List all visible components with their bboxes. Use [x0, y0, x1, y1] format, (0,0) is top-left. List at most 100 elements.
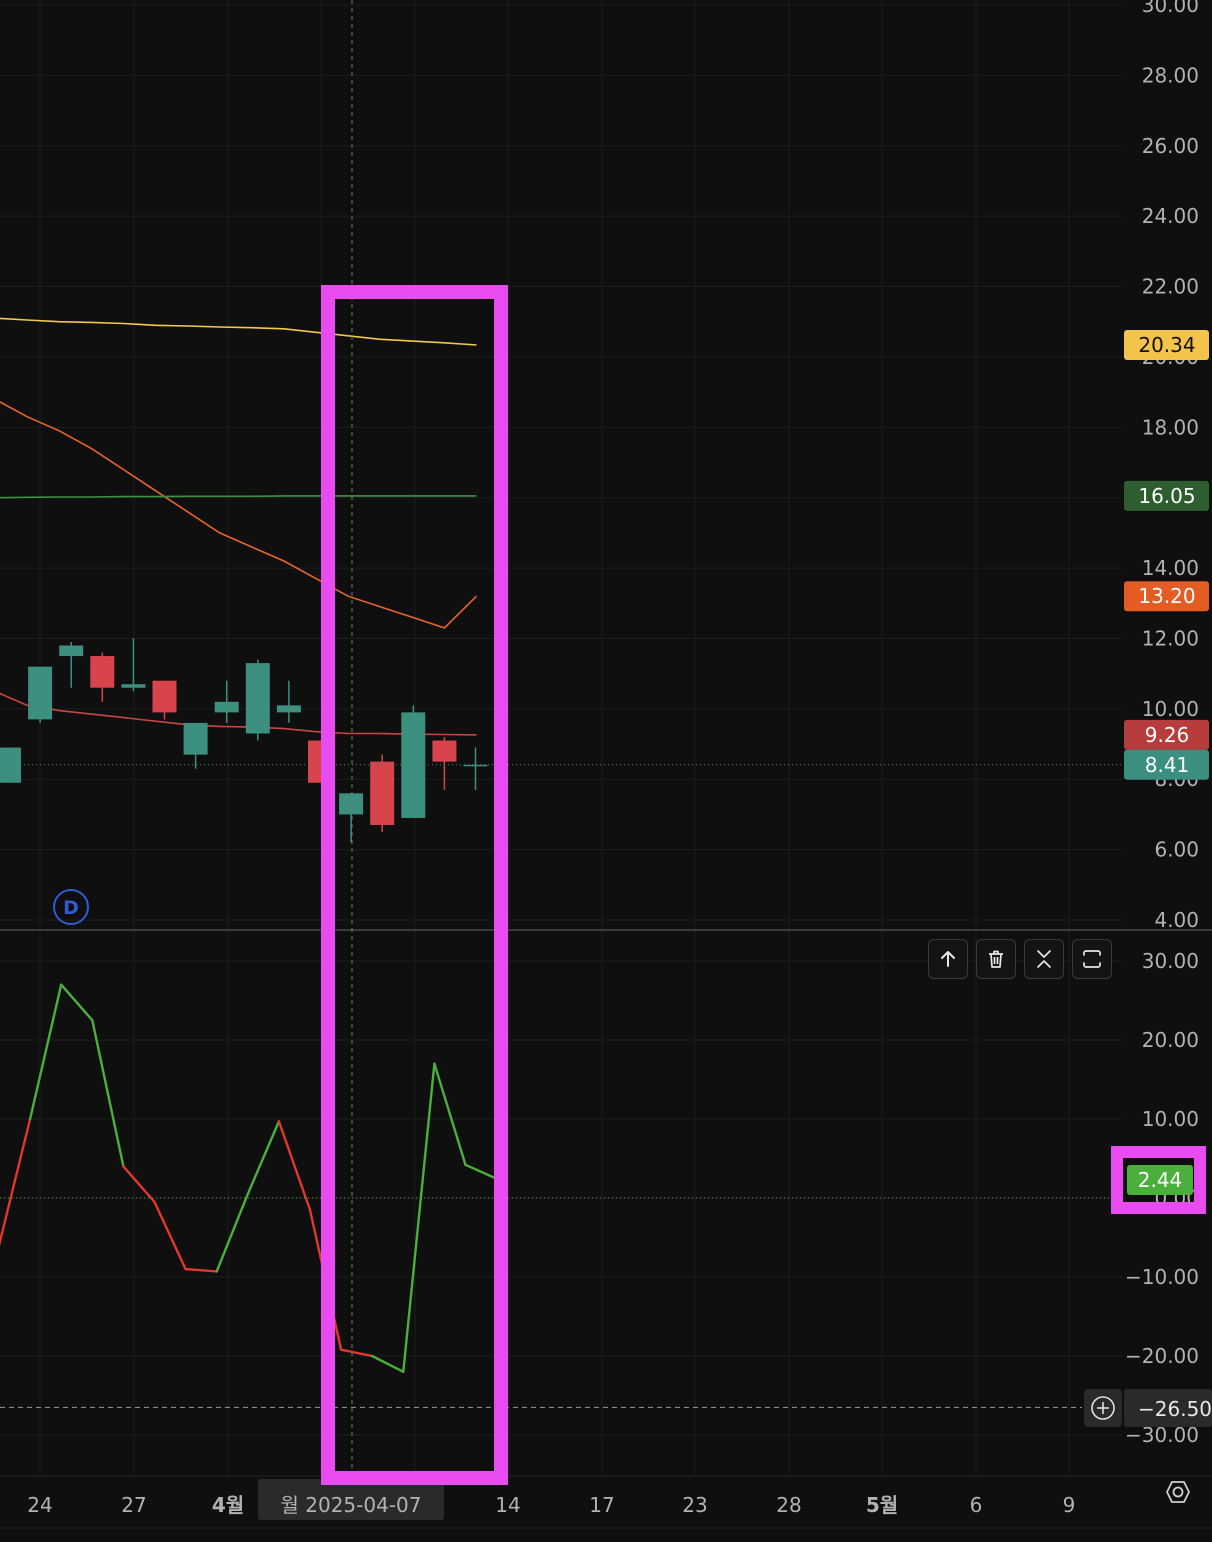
candle — [90, 652, 115, 702]
maximize-icon — [1083, 950, 1101, 968]
candle — [370, 754, 395, 833]
price-badge-label: 8.41 — [1145, 753, 1190, 777]
candle-body — [401, 712, 426, 818]
settings-icon-center — [1172, 1486, 1184, 1498]
candle-body — [463, 764, 488, 767]
oscillator-segment — [153, 1200, 187, 1271]
price-badge — [1124, 749, 1209, 780]
price-tick-label: 14.00 — [1142, 556, 1199, 580]
price-badge — [1124, 719, 1209, 750]
oscillator-tick-label: −20.00 — [1125, 1344, 1199, 1368]
highlight-box-value — [1111, 1146, 1206, 1214]
candle-body — [214, 701, 239, 713]
price-tick-label: 22.00 — [1142, 275, 1199, 299]
price-axis: 30.0028.0026.0024.0022.0020.0018.0016.00… — [1142, 0, 1199, 932]
price-badge — [1124, 581, 1209, 612]
price-tick-label: 24.00 — [1142, 204, 1199, 228]
time-tick-label: 24 — [27, 1493, 52, 1517]
level-badge — [1124, 1389, 1212, 1427]
candle-body — [28, 666, 53, 720]
collapse-icon — [1037, 950, 1051, 968]
pane-toolbar — [928, 939, 1112, 979]
settings-icon-hexagon — [1165, 1481, 1191, 1503]
crosshair-date-box — [258, 1479, 444, 1520]
add-alert-button[interactable] — [1084, 1389, 1122, 1427]
price-badge-label: 13.20 — [1138, 584, 1195, 608]
price-tick-label: 18.00 — [1142, 415, 1199, 439]
level-badge-label: −26.50 — [1138, 1397, 1212, 1421]
candlesticks — [0, 638, 488, 843]
moving-average-line — [0, 692, 477, 736]
candle-body — [90, 656, 115, 688]
time-tick-label: 28 — [776, 1493, 801, 1517]
candle — [432, 737, 457, 790]
dividend-marker-label: D — [63, 897, 79, 919]
oscillator-segment — [122, 1165, 156, 1204]
candle — [401, 705, 426, 818]
oscillator-line — [0, 983, 498, 1374]
candle-body — [245, 663, 270, 734]
price-tick-label: 10.00 — [1142, 697, 1199, 721]
move-up-button[interactable] — [928, 939, 968, 979]
time-tick-label: 5월 — [866, 1493, 898, 1517]
price-tick-label: 30.00 — [1142, 0, 1199, 17]
candle — [121, 638, 146, 692]
candle-body — [339, 793, 364, 815]
highlight-box-range — [321, 285, 508, 1485]
price-tick-label: 6.00 — [1154, 838, 1199, 862]
candle — [276, 680, 301, 723]
delete-button[interactable] — [976, 939, 1016, 979]
oscillator-tick-label: −10.00 — [1125, 1265, 1199, 1289]
oscillator-segment — [215, 1192, 250, 1273]
oscillator-segment — [339, 1348, 374, 1358]
collapse-button[interactable] — [1024, 939, 1064, 979]
time-axis: 24 27 4월 14 17 23 28 5월 6 9 월 2025-04-07 — [27, 1479, 1191, 1520]
candle — [152, 680, 177, 720]
oscillator-value-badge — [1127, 1165, 1193, 1195]
price-badge-label: 16.05 — [1138, 484, 1195, 508]
overlay: D — [0, 0, 1122, 1476]
time-tick-label: 27 — [121, 1493, 146, 1517]
oscillator-tick-label: 30.00 — [1142, 949, 1199, 973]
oscillator-segment — [402, 1062, 436, 1374]
moving-average-line — [0, 317, 477, 346]
oscillator-segment — [28, 983, 63, 1121]
dividend-marker: D — [53, 889, 89, 925]
price-badges: 20.34 16.05 13.20 9.26 8.41 2.44 −26.50 — [1084, 329, 1212, 1427]
moving-averages — [0, 317, 478, 736]
maximize-button[interactable] — [1072, 939, 1112, 979]
settings-icon[interactable] — [1165, 1481, 1191, 1503]
candle-body — [59, 645, 84, 657]
oscillator-tick-label: 20.00 — [1142, 1028, 1199, 1052]
time-tick-label: 17 — [589, 1493, 614, 1517]
candle — [0, 747, 21, 783]
candle-body — [432, 740, 457, 762]
arrow-up-icon — [941, 951, 955, 967]
oscillator-segment — [60, 983, 94, 1022]
candle — [463, 747, 488, 790]
candle — [339, 793, 364, 843]
moving-average-line — [0, 401, 478, 629]
crosshair-date-label: 월 2025-04-07 — [281, 1493, 422, 1517]
trash-icon — [989, 950, 1003, 968]
price-badge — [1124, 480, 1209, 511]
moving-average-line — [0, 495, 477, 499]
time-tick-label: 23 — [682, 1493, 707, 1517]
oscillator-segment — [184, 1267, 218, 1273]
price-badge — [1124, 329, 1209, 360]
time-tick-label: 6 — [970, 1493, 983, 1517]
oscillator-value-label: 2.44 — [1138, 1168, 1183, 1192]
price-badge-label: 20.34 — [1138, 333, 1195, 357]
price-tick-label: 28.00 — [1142, 63, 1199, 87]
oscillator-segment — [464, 1163, 498, 1180]
oscillator-segment — [371, 1354, 405, 1374]
oscillator-segment — [0, 1117, 32, 1247]
candle-body — [152, 680, 177, 713]
candle-body — [370, 761, 395, 825]
candle — [28, 666, 53, 723]
oscillator-segment — [246, 1120, 281, 1196]
time-tick-label: 9 — [1063, 1493, 1076, 1517]
candle-body — [0, 747, 21, 783]
